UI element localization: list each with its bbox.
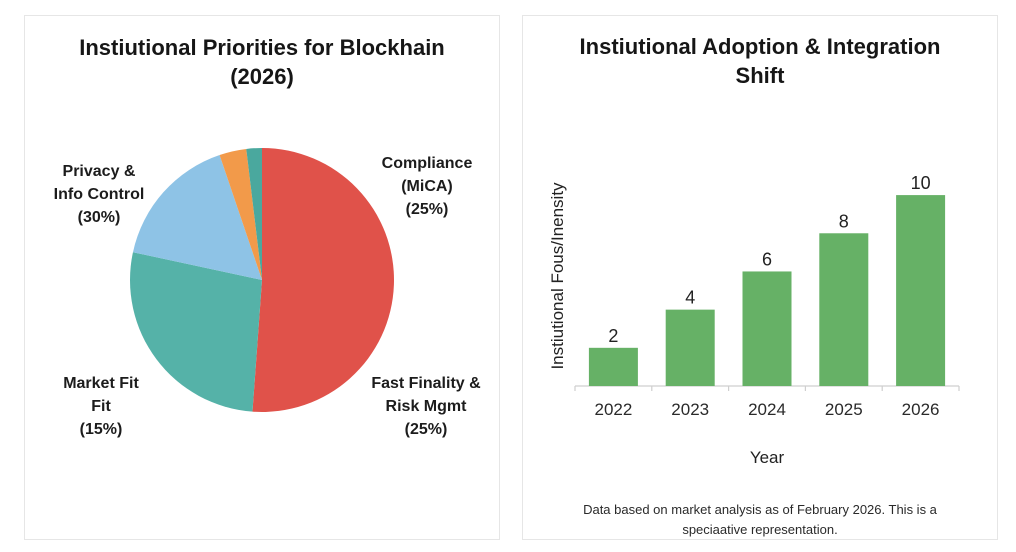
- pie-slice-2: [132, 154, 262, 280]
- pie-slice-4: [246, 148, 262, 280]
- bar-value-label-2024: 6: [762, 249, 772, 269]
- bar-2025: [819, 233, 869, 386]
- pie-label-privacy: Privacy & Info Control (30%): [54, 163, 145, 226]
- pie-slice-0: [252, 148, 394, 412]
- pie-label-finality: Fast Finality & Risk Mgmt (25%): [371, 375, 481, 438]
- pie-chart-panel: Instiutional Priorities for Blockhain (2…: [24, 15, 500, 540]
- pie-title-line-1: Instiutional Priorities for Blockhain: [79, 35, 445, 60]
- pie-slice-3: [219, 148, 262, 280]
- x-axis-title: Year: [750, 448, 785, 467]
- pie-chart: Compliance (MiCA) (25%) Privacy & Info Contr…: [54, 148, 481, 438]
- x-tick-label-2022: 2022: [594, 400, 632, 419]
- x-tick-label-2025: 2025: [825, 400, 863, 419]
- pie-slice-1: [130, 252, 262, 412]
- bar-chart-title: Instiutional Adoption & Integration Shif…: [523, 32, 997, 90]
- pie-title-line-2: (2026): [230, 64, 294, 89]
- bar-2026: [896, 195, 946, 386]
- x-tick-label-2023: 2023: [671, 400, 709, 419]
- chart-footnote: Data based on market analysis as of Febr…: [583, 502, 937, 537]
- bar-chart: 2 2022 4 2023 6 2024 8 2025 10 2026 Year Instiution…: [548, 173, 960, 467]
- bar-2022: [588, 347, 638, 386]
- bar-2023: [665, 309, 715, 386]
- bar-title-line-2: Shift: [735, 63, 785, 88]
- pie-chart-title: Instiutional Priorities for Blockhain (2…: [25, 33, 499, 91]
- bar-value-label-2026: 10: [911, 173, 931, 193]
- x-tick-label-2026: 2026: [902, 400, 940, 419]
- bar-2024: [742, 271, 792, 386]
- bar-title-line-1: Instiutional Adoption & Integration: [579, 34, 941, 59]
- bar-value-label-2025: 8: [839, 211, 849, 231]
- bar-chart-panel: Instiutional Adoption & Integration Shif…: [522, 15, 998, 540]
- pie-label-market: Market Fit Fit (15%): [63, 375, 139, 438]
- x-tick-label-2024: 2024: [748, 400, 786, 419]
- pie-label-compliance: Compliance (MiCA) (25%): [382, 155, 473, 218]
- y-axis-title: Instiutional Fous/Inensity: [548, 182, 567, 370]
- bar-value-label-2023: 4: [685, 288, 695, 308]
- bar-value-label-2022: 2: [608, 326, 618, 346]
